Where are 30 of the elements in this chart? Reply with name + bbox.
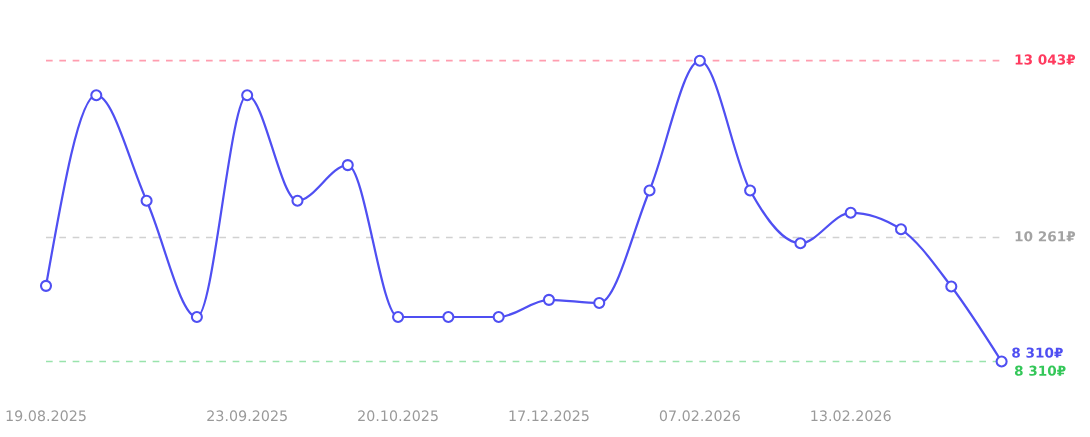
point: [744, 184, 757, 197]
x-tick-label: 19.08.2025: [6, 410, 86, 422]
ref-line-label: 10 261₽: [1015, 231, 1076, 242]
x-tick-label: 13.02.2026: [811, 410, 891, 422]
point: [341, 159, 354, 172]
point: [190, 310, 203, 324]
point: [291, 194, 304, 207]
point: [392, 310, 405, 324]
point: [241, 89, 254, 102]
x-tick-label: 17.12.2025: [509, 410, 589, 422]
x-tick-label: 20.10.2025: [358, 410, 438, 422]
point: [894, 223, 908, 236]
point: [593, 296, 606, 310]
point: [995, 355, 1008, 368]
point: [643, 184, 656, 197]
point: [442, 310, 455, 324]
point: [794, 237, 807, 250]
point: [39, 279, 53, 292]
point: [90, 89, 103, 102]
point: [945, 280, 958, 293]
point: [693, 54, 706, 67]
ref-line-label: 13 043₽: [1015, 54, 1076, 65]
x-tick-label: 07.02.2026: [659, 410, 740, 422]
point: [542, 293, 555, 306]
x-tick-label: 23.09.2025: [207, 410, 287, 422]
point: [844, 206, 857, 219]
ref-line-label: 8 310₽: [1014, 365, 1066, 376]
point: [492, 310, 505, 324]
data-label: 8 310₽: [1012, 347, 1063, 358]
point: [140, 194, 153, 207]
